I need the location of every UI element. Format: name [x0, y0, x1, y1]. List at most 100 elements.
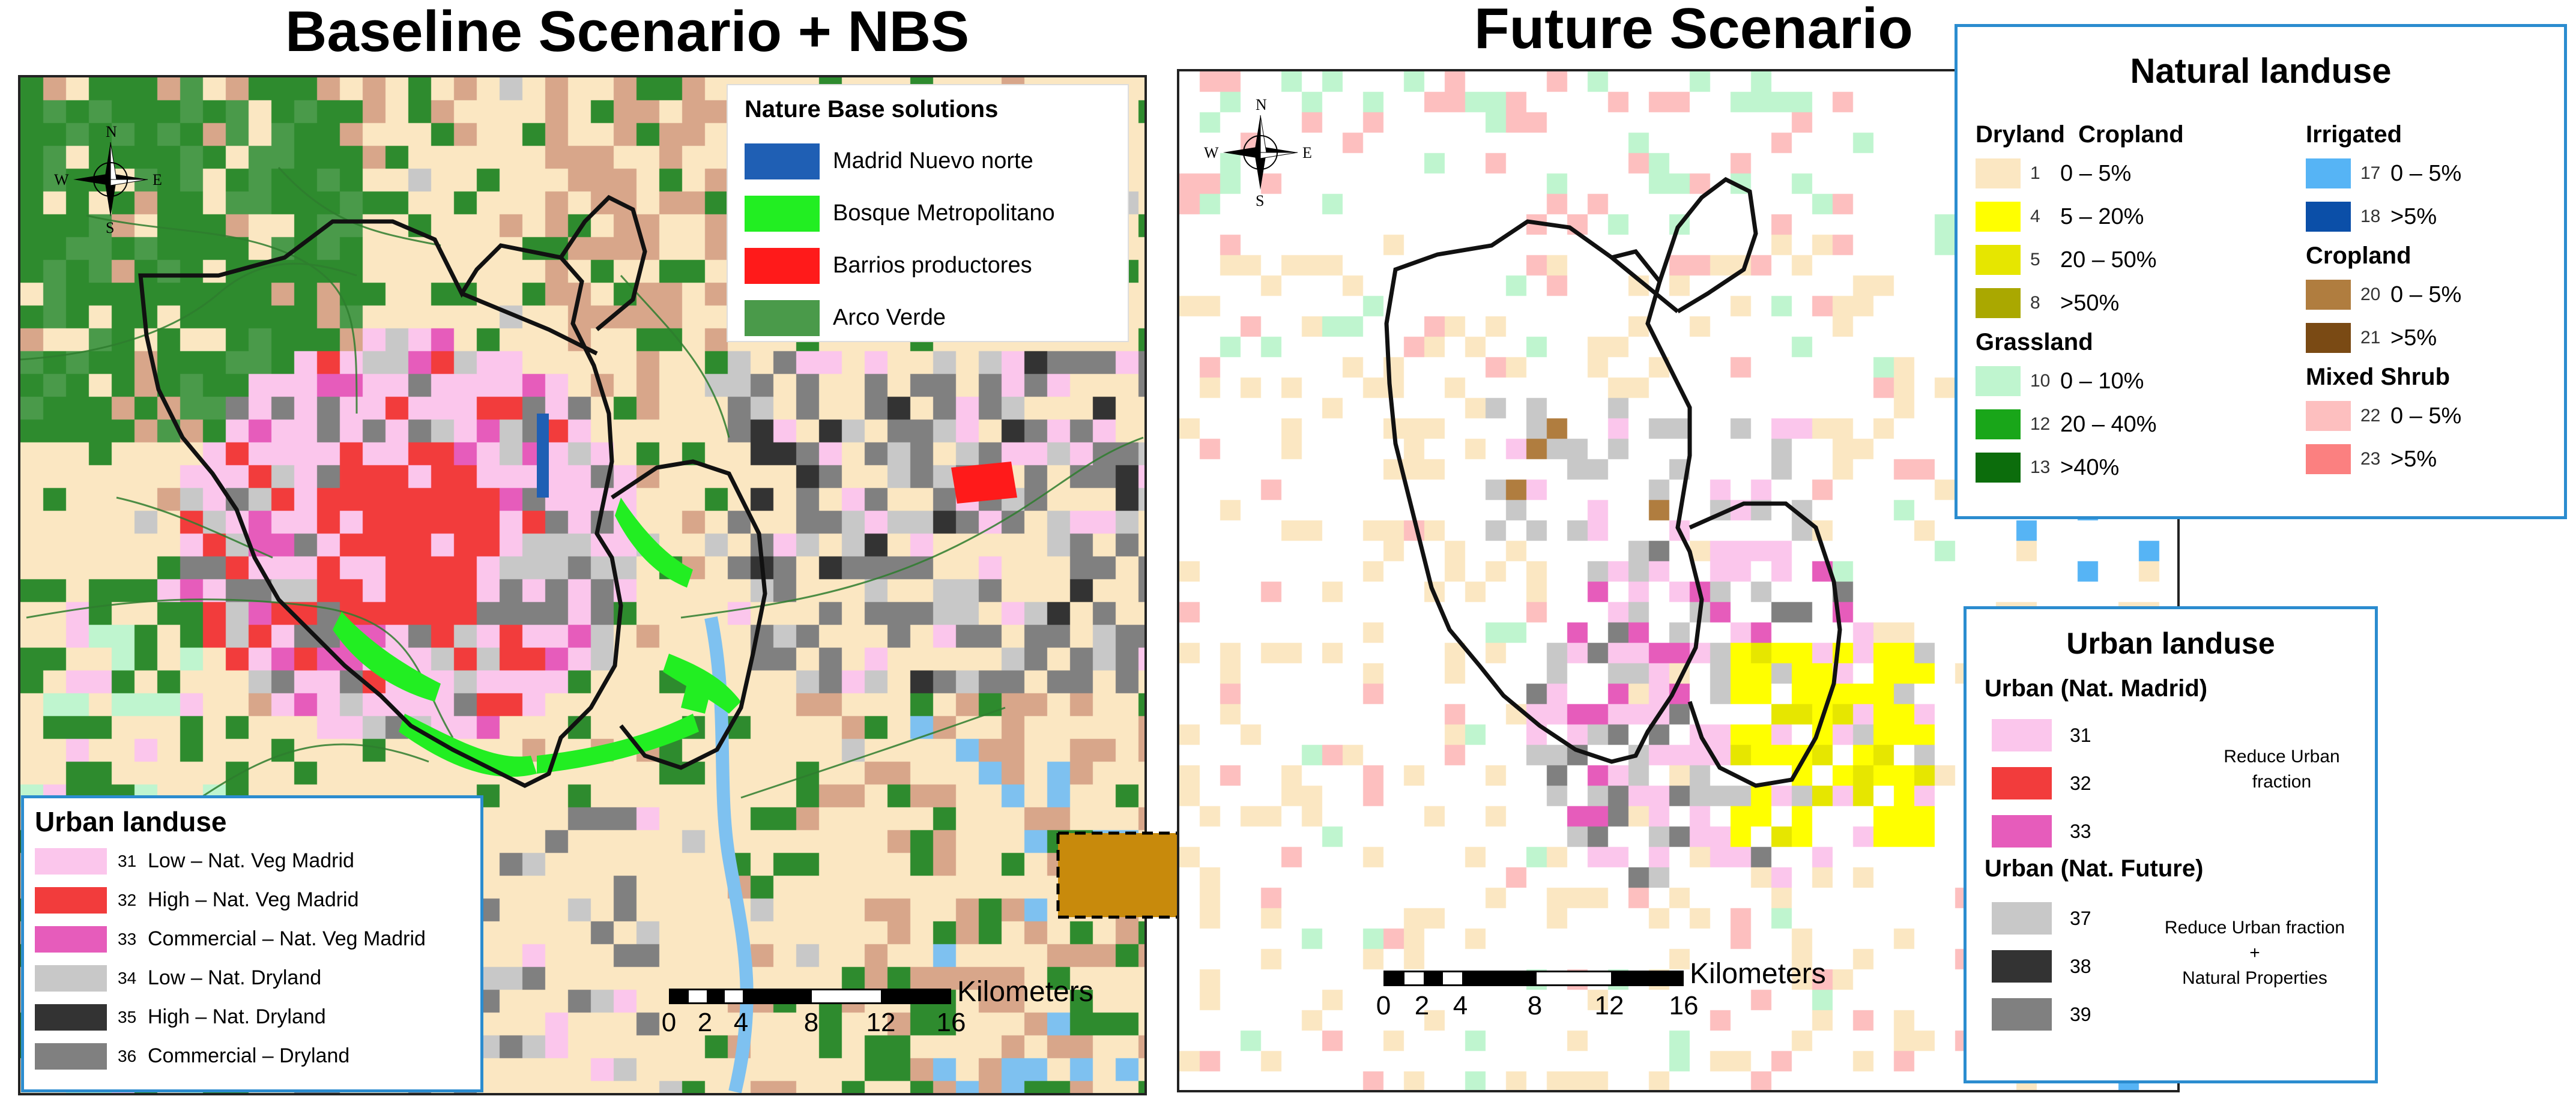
- urban-legend-title: Urban landuse: [2066, 627, 2275, 660]
- legend-swatch: [1976, 409, 2021, 439]
- cropland-heading-2: Cropland: [2306, 242, 2411, 269]
- scale-tick: 16: [936, 1008, 966, 1037]
- legend-item: 22 0 – 5%: [2306, 394, 2461, 438]
- title-baseline: Baseline Scenario + NBS: [285, 0, 970, 64]
- legend-swatch: [35, 848, 107, 875]
- legend-swatch: [1992, 998, 2052, 1031]
- madrid-nuevo-norte-area: [537, 414, 549, 498]
- urban-legend-item: 32 High – Nat. Veg Madrid: [35, 881, 470, 920]
- madrid-north-boundary: [1657, 176, 1758, 314]
- legend-code: 18: [2360, 206, 2381, 226]
- legend-swatch: [1992, 950, 2052, 983]
- scale-tick: 12: [1594, 991, 1624, 1020]
- future-map-overlay: [1384, 176, 1842, 788]
- legend-item: 38: [1992, 945, 2091, 987]
- scale-tick: 12: [866, 1008, 896, 1037]
- nbs-legend: Nature Base solutions Madrid Nuevo norte…: [727, 84, 1129, 342]
- legend-code: 5: [2030, 250, 2040, 269]
- legend-swatch: [2306, 401, 2351, 431]
- legend-swatch: [1976, 366, 2021, 396]
- legend-swatch: [2306, 323, 2351, 353]
- urban-landuse-legend-left: Urban landuse 31 Low – Nat. Veg Madrid 32…: [21, 795, 483, 1092]
- legend-swatch: [35, 926, 107, 953]
- legend-swatch: [35, 965, 107, 992]
- legend-label: >40%: [2060, 454, 2120, 480]
- nbs-legend-item: Barrios productores: [745, 239, 1111, 292]
- grassland-heading: Grassland: [1976, 329, 2093, 355]
- legend-item: 8 >50%: [1976, 282, 2184, 325]
- compass-s: S: [1256, 192, 1265, 209]
- legend-code: 33: [2070, 820, 2091, 842]
- legend-swatch: [745, 247, 820, 284]
- scale-bar-left: 0 2 4 8 12 16 Kilometers: [657, 976, 1137, 1056]
- scale-unit: Kilometers: [957, 976, 1093, 1008]
- legend-code: 17: [2360, 163, 2381, 183]
- scale-tick: 0: [661, 1008, 677, 1037]
- legend-swatch: [35, 887, 107, 914]
- legend-code: 31: [2070, 724, 2091, 746]
- cropland-heading: Cropland: [2078, 121, 2184, 148]
- compass-n: N: [106, 123, 117, 140]
- legend-label: Low – Nat. Veg Madrid: [148, 849, 354, 872]
- legend-swatch: [1992, 815, 2052, 848]
- compass-e: E: [153, 171, 162, 188]
- legend-item: 33: [1992, 810, 2091, 852]
- note-line: fraction: [2252, 772, 2312, 792]
- legend-code: 31: [118, 851, 137, 870]
- legend-swatch: [1976, 453, 2021, 483]
- madrid-east-boundary: [611, 459, 767, 770]
- natural-landuse-legend: Natural landuse Dryland Cropland 1 0 – 5%…: [1955, 24, 2567, 519]
- compass-left: N S E W: [54, 123, 162, 236]
- legend-code: 35: [118, 1007, 137, 1026]
- scale-bar-graphic: [1383, 971, 1684, 986]
- scale-tick: 8: [1527, 991, 1543, 1020]
- legend-code: 32: [2070, 772, 2091, 794]
- legend-swatch: [1992, 767, 2052, 799]
- nbs-legend-item: Arco Verde: [745, 292, 1111, 344]
- reduce-urban-note: Reduce Urban fraction: [2207, 744, 2357, 795]
- mixed-shrub-heading: Mixed Shrub: [2306, 364, 2451, 390]
- urban-nat-madrid-heading: Urban (Nat. Madrid): [1985, 675, 2208, 702]
- legend-item: 13 >40%: [1976, 446, 2184, 489]
- madrid-north-boundary: [559, 194, 647, 331]
- madrid-boundary: [138, 219, 623, 788]
- natural-legend-col-right: Irrigated 17 0 – 5% 18 >5% Cropland 20 0 – …: [2306, 117, 2461, 481]
- legend-label: 0 – 5%: [2060, 160, 2132, 186]
- compass-n: N: [1256, 96, 1267, 113]
- legend-label: Madrid Nuevo norte: [833, 148, 1033, 173]
- legend-item: 32: [1992, 762, 2091, 804]
- legend-label: Barrios productores: [833, 253, 1032, 278]
- legend-swatch: [35, 1004, 107, 1031]
- note-line: Reduce Urban fraction: [2164, 918, 2345, 938]
- legend-label: High – Nat. Dryland: [148, 1005, 326, 1028]
- legend-code: 32: [118, 890, 137, 909]
- legend-swatch: [1976, 202, 2021, 232]
- legend-swatch: [2306, 280, 2351, 310]
- note-line: Reduce Urban: [2224, 747, 2340, 766]
- legend-code: 36: [118, 1046, 137, 1065]
- legend-code: 12: [2030, 414, 2051, 434]
- bosque-metropolitano-patches: [333, 498, 741, 777]
- note-line: Natural Properties: [2182, 968, 2327, 988]
- legend-code: 33: [118, 929, 137, 948]
- legend-code: 38: [2070, 955, 2091, 977]
- legend-code: 1: [2030, 163, 2040, 183]
- legend-code: 10: [2030, 371, 2051, 391]
- legend-item: 17 0 – 5%: [2306, 152, 2461, 195]
- compass-e: E: [1302, 144, 1312, 161]
- madrid-east-boundary: [1687, 501, 1842, 788]
- legend-item: 39: [1992, 993, 2091, 1035]
- legend-item: 18 >5%: [2306, 195, 2461, 238]
- legend-label: >5%: [2390, 203, 2437, 229]
- natural-legend-col-left: Dryland Cropland 1 0 – 5% 4 5 – 20% 5 20 – …: [1976, 117, 2184, 489]
- scale-tick: 8: [803, 1008, 819, 1037]
- legend-label: Bosque Metropolitano: [833, 200, 1055, 226]
- legend-label: 0 – 5%: [2390, 403, 2462, 429]
- legend-item: 4 5 – 20%: [1976, 195, 2184, 238]
- legend-code: 8: [2030, 293, 2040, 313]
- madrid-boundary: [1384, 219, 1704, 764]
- natural-legend-title: Natural landuse: [2130, 52, 2392, 91]
- legend-swatch: [1976, 158, 2021, 188]
- urban-legend-item: 35 High – Nat. Dryland: [35, 998, 470, 1037]
- legend-swatch: [1992, 902, 2052, 935]
